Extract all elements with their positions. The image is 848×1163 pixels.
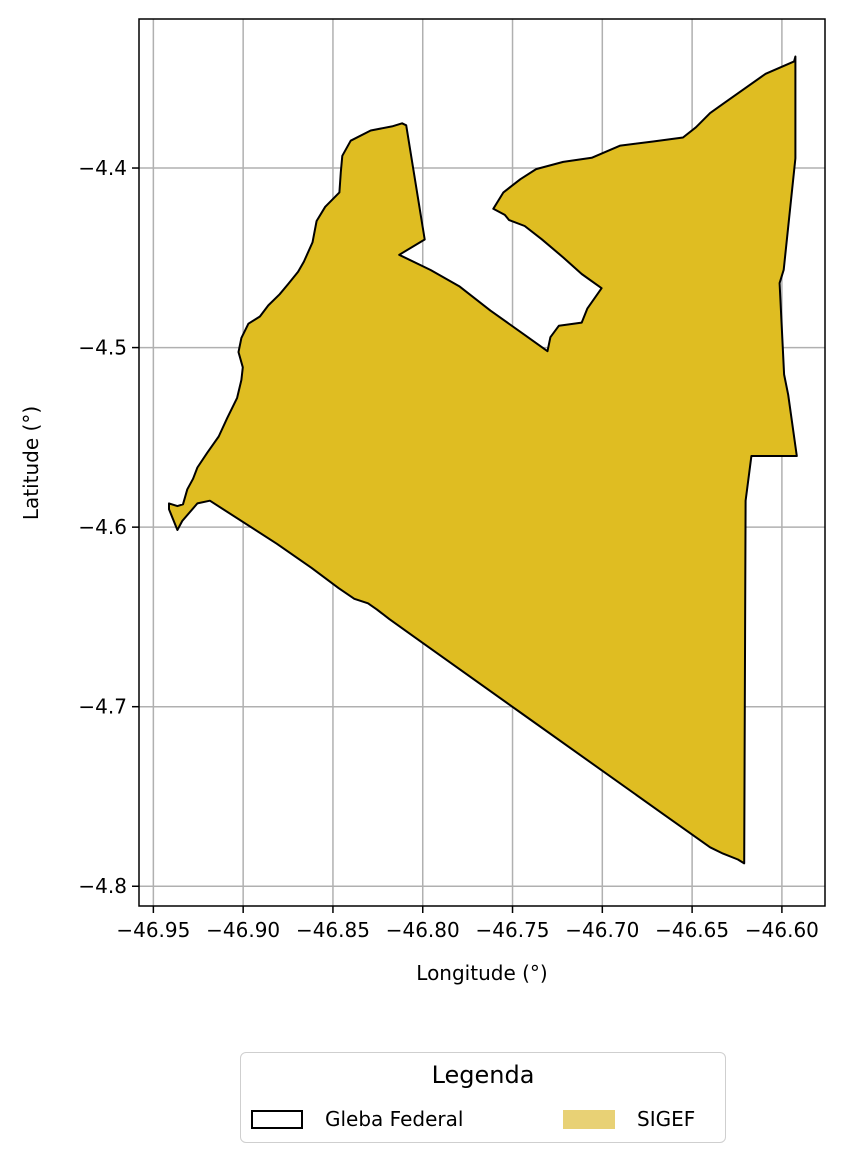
x-tick-label: −46.75 xyxy=(476,918,550,942)
x-tick-label: −46.65 xyxy=(655,918,729,942)
y-tick-label: −4.5 xyxy=(78,336,127,360)
y-axis-label: Latitude (°) xyxy=(19,406,43,520)
plot-frame xyxy=(138,18,826,907)
x-axis-ticks: −46.95 −46.90 −46.85 −46.80 −46.75 −46.70 −46.… xyxy=(116,906,819,942)
x-tick-label: −46.95 xyxy=(116,918,190,942)
sigef-polygon xyxy=(168,55,798,865)
legend-entry-sigef: SIGEF xyxy=(563,1105,695,1133)
legend-swatch-gleba-federal xyxy=(251,1109,303,1129)
legend-swatch-sigef xyxy=(563,1109,615,1129)
y-tick-label: −4.6 xyxy=(78,515,127,539)
x-tick-label: −46.80 xyxy=(386,918,460,942)
legend-box: Legenda Gleba Federal SIGEF xyxy=(240,1052,726,1143)
legend-title: Legenda xyxy=(431,1061,535,1089)
x-tick-label: −46.90 xyxy=(206,918,280,942)
map-chart: −46.95 −46.90 −46.85 −46.80 −46.75 −46.70 −46.… xyxy=(19,18,826,985)
x-tick-label: −46.70 xyxy=(565,918,639,942)
legend-label-gleba-federal: Gleba Federal xyxy=(325,1107,464,1131)
x-tick-label: −46.60 xyxy=(745,918,819,942)
y-axis-ticks: −4.4 −4.5 −4.6 −4.7 −4.8 xyxy=(78,156,139,898)
y-tick-label: −4.7 xyxy=(78,695,127,719)
y-tick-label: −4.4 xyxy=(78,156,127,180)
y-tick-label: −4.8 xyxy=(78,874,127,898)
x-axis-label: Longitude (°) xyxy=(416,961,547,985)
legend-label-sigef: SIGEF xyxy=(637,1107,696,1131)
legend-entry-gleba-federal: Gleba Federal xyxy=(251,1105,463,1133)
x-tick-label: −46.85 xyxy=(296,918,370,942)
